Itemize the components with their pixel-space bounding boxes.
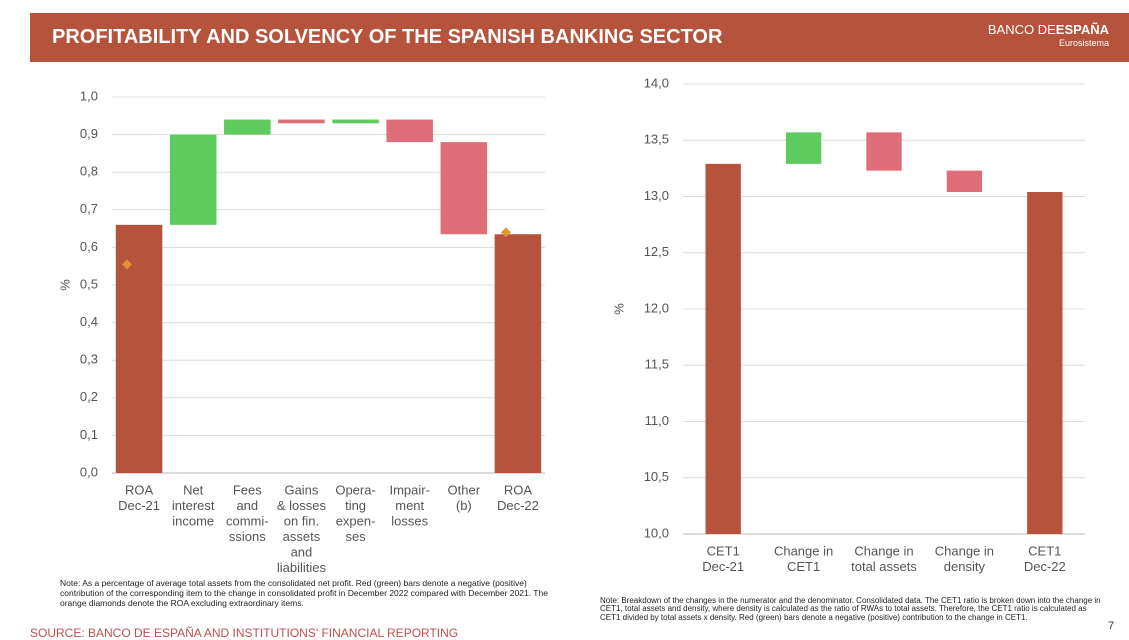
y-tick-label: 0,1 <box>80 427 98 442</box>
x-tick-label: Dec-21 <box>118 498 160 513</box>
y-tick-label: 0,2 <box>80 389 98 404</box>
x-tick-label: ting <box>345 498 366 513</box>
y-tick-label: 0,8 <box>80 164 98 179</box>
bar <box>866 132 902 171</box>
x-tick-label: Change in <box>854 543 913 558</box>
x-tick-label: Opera- <box>335 482 375 497</box>
x-tick-label: Impair- <box>389 482 429 497</box>
y-tick-label: 0,4 <box>80 314 98 329</box>
x-tick-label: Change in <box>774 543 833 558</box>
y-tick-label: 0,0 <box>80 464 98 479</box>
y-tick-label: 10,0 <box>644 525 669 540</box>
bar <box>278 119 325 124</box>
x-tick-label: assets <box>283 529 321 544</box>
bar <box>494 234 542 473</box>
x-tick-label: CET1 <box>787 559 820 574</box>
y-tick-label: 13,5 <box>644 132 669 147</box>
bar <box>1027 192 1063 534</box>
x-tick-label: Dec-22 <box>1024 559 1066 574</box>
x-tick-label: ses <box>345 529 366 544</box>
marker <box>122 259 133 270</box>
x-tick-label: ROA <box>125 482 154 497</box>
y-tick-label: 13,0 <box>644 188 669 203</box>
logo-text: BANCO DE <box>987 22 1056 37</box>
x-tick-label: Other <box>448 482 481 497</box>
x-tick-label: and <box>236 498 258 513</box>
x-tick-label: Gains <box>284 482 318 497</box>
x-tick-label: total assets <box>851 559 917 574</box>
x-tick-label: interest <box>172 498 215 513</box>
bar <box>224 119 271 135</box>
note: Note: Breakdown of the changes in the nu… <box>600 596 1101 622</box>
x-tick-label: ssions <box>229 529 266 544</box>
x-tick-label: Change in <box>935 543 994 558</box>
x-tick-label: & losses <box>277 498 327 513</box>
y-tick-label: 1,0 <box>80 88 98 103</box>
x-tick-label: density <box>944 559 986 574</box>
bar <box>169 134 217 225</box>
x-tick-label: and <box>291 544 313 559</box>
bar <box>946 170 983 192</box>
title: PROFITABILITY AND SOLVENCY OF THE SPANIS… <box>52 26 723 48</box>
y-axis-label: % <box>611 303 626 315</box>
bar <box>115 224 163 473</box>
y-tick-label: 0,6 <box>80 239 98 254</box>
x-tick-label: Dec-21 <box>702 559 744 574</box>
bar <box>386 119 433 143</box>
bar <box>440 142 488 235</box>
x-tick-label: ROA <box>504 482 533 497</box>
x-tick-label: Net <box>183 482 204 497</box>
logo-subtitle: Eurosistema <box>1058 38 1109 48</box>
x-tick-label: CET1 <box>1028 543 1061 558</box>
logo: BANCO DEESPAÑA Eurosistema <box>988 22 1109 48</box>
y-tick-label: 0,7 <box>80 201 98 216</box>
note: Note: As a percentage of average total a… <box>60 578 548 608</box>
y-tick-label: 11,0 <box>645 413 669 428</box>
bar <box>785 132 822 164</box>
x-tick-label: commi- <box>226 513 269 528</box>
y-tick-label: 0,9 <box>80 126 98 141</box>
bar <box>332 119 379 124</box>
x-tick-label: Dec-22 <box>497 498 539 513</box>
x-tick-label: Fees <box>233 482 262 497</box>
page-number: 7 <box>1108 620 1115 632</box>
header: PROFITABILITY AND SOLVENCY OF THE SPANIS… <box>30 13 1129 62</box>
y-axis-label: % <box>57 279 72 291</box>
logo-text-bold: ESPAÑA <box>1055 22 1109 37</box>
y-tick-label: 10,5 <box>644 469 669 484</box>
x-tick-label: ment <box>395 498 424 513</box>
x-tick-label: on fin. <box>284 513 319 528</box>
x-tick-label: income <box>172 513 214 528</box>
x-tick-label: CET1 <box>707 543 740 558</box>
bar <box>705 163 741 534</box>
y-tick-label: 0,5 <box>80 276 98 291</box>
x-tick-label: losses <box>391 513 428 528</box>
y-tick-label: 11,5 <box>645 357 669 372</box>
y-tick-label: 14,0 <box>644 75 669 90</box>
y-tick-label: 0,3 <box>80 352 98 367</box>
x-tick-label: liabilities <box>277 560 327 575</box>
source: SOURCE: BANCO DE ESPAÑA AND INSTITUTIONS… <box>30 626 459 640</box>
marker <box>500 227 511 238</box>
y-tick-label: 12,5 <box>644 244 669 259</box>
x-tick-label: (b) <box>456 498 472 513</box>
x-tick-label: expen- <box>336 513 376 528</box>
y-tick-label: 12,0 <box>644 300 669 315</box>
